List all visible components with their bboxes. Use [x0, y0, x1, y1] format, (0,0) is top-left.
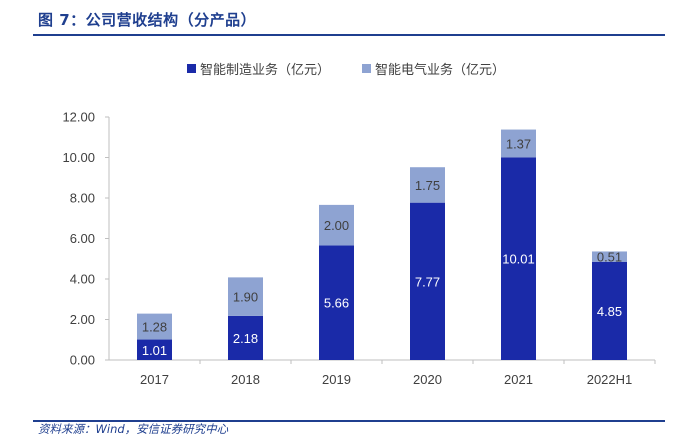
bar-segment-manufacturing [319, 245, 354, 360]
data-label: 0.51 [597, 250, 622, 265]
x-tick-label: 2021 [504, 372, 533, 387]
y-tick-label: 0.00 [70, 353, 95, 368]
legend-label-series2: 智能电气业务（亿元） [375, 63, 506, 78]
y-tick-label: 8.00 [70, 191, 95, 206]
x-tick-label: 2022H1 [587, 372, 633, 387]
data-label: 2.18 [233, 331, 258, 346]
data-label: 10.01 [502, 252, 535, 267]
legend-swatch-series1 [187, 64, 196, 73]
bar-segment-electrical [592, 251, 627, 262]
x-tick-label: 2020 [413, 372, 442, 387]
data-label: 2.00 [324, 218, 349, 233]
x-tick-label: 2018 [231, 372, 260, 387]
source-note: 资料来源：Wind，安信证券研究中心 [38, 422, 229, 436]
y-tick-label: 10.00 [62, 150, 95, 165]
data-label: 1.37 [506, 136, 531, 151]
bar-segment-manufacturing [137, 339, 172, 360]
legend-swatch-series2 [362, 64, 371, 73]
y-tick-label: 4.00 [70, 272, 95, 287]
bar-segment-electrical [228, 277, 263, 316]
bar-segment-electrical [501, 129, 536, 158]
data-label: 1.01 [142, 343, 167, 358]
data-label: 1.28 [142, 320, 167, 335]
bar-segment-manufacturing [228, 315, 263, 360]
data-label: 7.77 [415, 274, 440, 289]
source-rule [33, 420, 665, 422]
bar-segment-manufacturing [592, 261, 627, 360]
bar-segment-electrical [319, 204, 354, 246]
data-label: 4.85 [597, 304, 622, 319]
legend: 智能制造业务（亿元） 智能电气业务（亿元） [0, 59, 689, 83]
y-tick-label: 12.00 [62, 110, 95, 125]
legend-label-series1: 智能制造业务（亿元） [200, 63, 331, 78]
bar-segment-manufacturing [410, 202, 445, 360]
data-label: 5.66 [324, 296, 349, 311]
data-label: 1.90 [233, 290, 258, 305]
x-tick-label: 2019 [322, 372, 351, 387]
bar-segment-electrical [410, 167, 445, 203]
y-tick-label: 2.00 [70, 312, 95, 327]
legend-item-series1: 智能制造业务（亿元） [187, 59, 330, 78]
data-label: 1.75 [415, 178, 440, 193]
bar-segment-manufacturing [501, 157, 536, 360]
y-tick-label: 6.00 [70, 231, 95, 246]
figure-title: 图 7：公司营收结构（分产品） [38, 11, 257, 29]
legend-item-series2: 智能电气业务（亿元） [362, 59, 505, 78]
x-tick-label: 2017 [140, 372, 169, 387]
title-rule [33, 34, 665, 36]
bar-segment-electrical [137, 313, 172, 340]
